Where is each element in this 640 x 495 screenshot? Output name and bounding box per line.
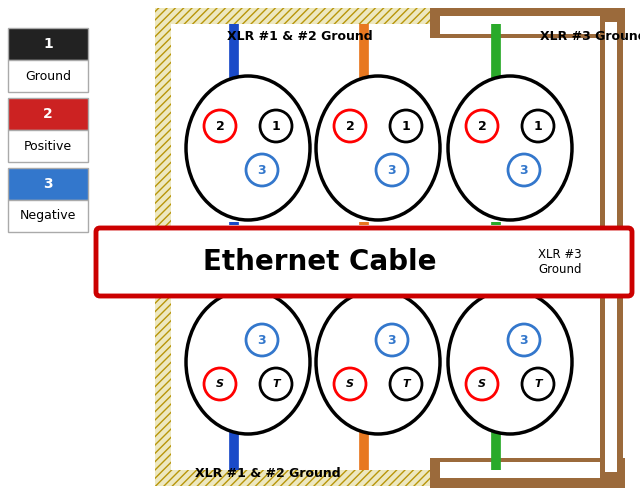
Circle shape [334, 368, 366, 400]
Circle shape [466, 110, 498, 142]
Text: S: S [478, 379, 486, 389]
Text: 2: 2 [346, 119, 355, 133]
Text: T: T [534, 379, 542, 389]
Circle shape [522, 110, 554, 142]
Text: 3: 3 [520, 163, 528, 177]
Text: 1: 1 [534, 119, 542, 133]
Ellipse shape [316, 290, 440, 434]
Text: 1: 1 [43, 37, 53, 51]
FancyBboxPatch shape [8, 130, 88, 162]
FancyBboxPatch shape [430, 8, 625, 38]
Text: XLR #1 & #2 Ground: XLR #1 & #2 Ground [227, 30, 373, 43]
Ellipse shape [316, 76, 440, 220]
FancyBboxPatch shape [430, 458, 625, 488]
Circle shape [246, 154, 278, 186]
Text: XLR #3
Ground: XLR #3 Ground [538, 248, 582, 276]
Circle shape [466, 368, 498, 400]
Text: 3: 3 [258, 163, 266, 177]
Circle shape [260, 368, 292, 400]
FancyBboxPatch shape [96, 228, 632, 296]
Text: 3: 3 [258, 334, 266, 346]
Text: 3: 3 [520, 334, 528, 346]
Text: 2: 2 [477, 119, 486, 133]
Circle shape [204, 110, 236, 142]
Circle shape [508, 154, 540, 186]
Text: Negative: Negative [20, 209, 76, 222]
FancyBboxPatch shape [8, 98, 88, 130]
Circle shape [390, 368, 422, 400]
Text: T: T [402, 379, 410, 389]
Text: T: T [272, 379, 280, 389]
FancyBboxPatch shape [155, 8, 623, 486]
Text: 3: 3 [43, 177, 53, 191]
FancyBboxPatch shape [8, 200, 88, 232]
Text: Ethernet Cable: Ethernet Cable [204, 248, 436, 276]
Circle shape [260, 110, 292, 142]
Circle shape [522, 368, 554, 400]
FancyBboxPatch shape [605, 22, 617, 472]
FancyBboxPatch shape [171, 24, 607, 470]
Ellipse shape [186, 76, 310, 220]
Text: Ground: Ground [25, 69, 71, 83]
Text: 3: 3 [388, 334, 396, 346]
FancyBboxPatch shape [440, 16, 600, 34]
FancyBboxPatch shape [8, 60, 88, 92]
FancyBboxPatch shape [8, 168, 88, 200]
Circle shape [204, 368, 236, 400]
Circle shape [508, 324, 540, 356]
Circle shape [246, 324, 278, 356]
Text: 1: 1 [271, 119, 280, 133]
Circle shape [376, 324, 408, 356]
Text: XLR #3 Ground: XLR #3 Ground [540, 30, 640, 43]
FancyBboxPatch shape [8, 28, 88, 60]
Text: 2: 2 [43, 107, 53, 121]
Ellipse shape [186, 290, 310, 434]
Circle shape [334, 110, 366, 142]
Circle shape [376, 154, 408, 186]
Text: XLR #1 & #2 Ground: XLR #1 & #2 Ground [195, 467, 340, 480]
Text: 2: 2 [216, 119, 225, 133]
Circle shape [390, 110, 422, 142]
Text: S: S [346, 379, 354, 389]
Ellipse shape [448, 290, 572, 434]
FancyBboxPatch shape [440, 462, 600, 478]
Text: 1: 1 [402, 119, 410, 133]
Ellipse shape [448, 76, 572, 220]
FancyBboxPatch shape [600, 8, 623, 486]
Text: S: S [216, 379, 224, 389]
Text: Positive: Positive [24, 140, 72, 152]
Text: 3: 3 [388, 163, 396, 177]
